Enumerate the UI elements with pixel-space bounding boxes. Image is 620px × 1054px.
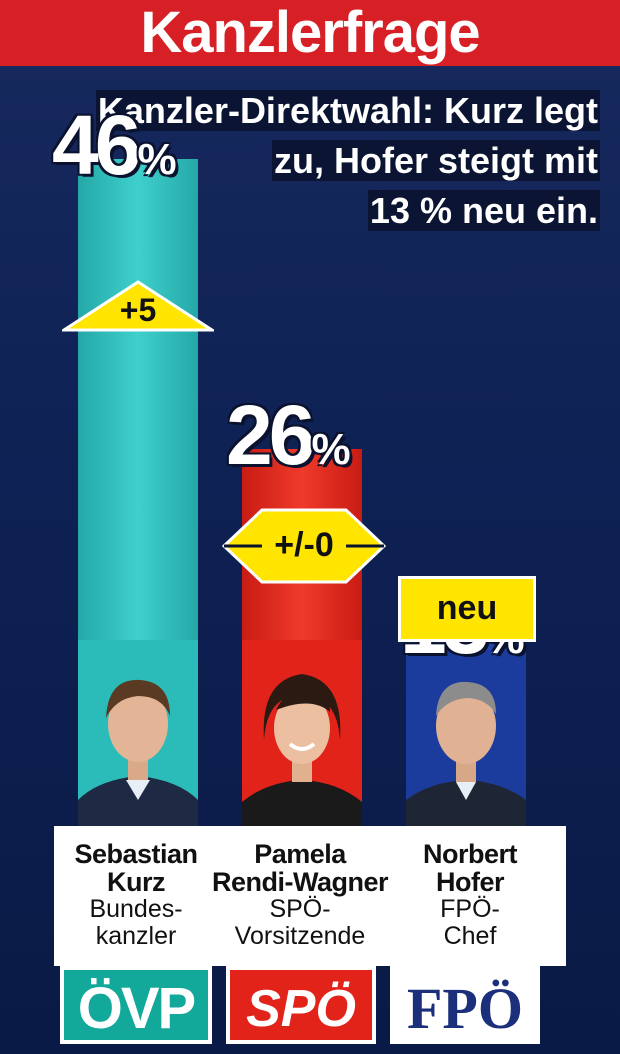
change-badge-kurz: +5 xyxy=(62,280,214,332)
role-line-1: Bundes- xyxy=(89,895,183,923)
role-line-2: Chef xyxy=(443,922,497,950)
chart-title: Kanzlerfrage xyxy=(0,0,620,66)
change-badge-hofer: neu xyxy=(398,576,536,642)
change-text: +5 xyxy=(119,292,157,328)
photo-rendi-wagner xyxy=(242,640,362,828)
role-line-1: FPÖ- xyxy=(440,895,500,923)
last-name: Hofer xyxy=(435,867,505,897)
percent-sign: % xyxy=(311,425,351,474)
percent-sign: % xyxy=(137,135,177,184)
value-label-kurz: 46% xyxy=(52,97,177,194)
name-hofer: Norbert Hofer FPÖ- Chef xyxy=(400,840,540,950)
role-line-2: kanzler xyxy=(95,922,177,950)
first-name: Sebastian xyxy=(74,839,198,869)
subtitle-line-2: zu, Hofer steigt mit xyxy=(271,140,600,181)
name-rendi-wagner: Pamela Rendi-Wagner SPÖ- Vorsitzende xyxy=(200,840,400,950)
value-number: 26 xyxy=(226,388,315,482)
last-name: Rendi-Wagner xyxy=(212,867,389,897)
names-panel: Sebastian Kurz Bundes- kanzler Pamela Re… xyxy=(54,826,566,966)
subtitle-line-3: 13 % neu ein. xyxy=(367,190,600,231)
value-number: 46 xyxy=(52,98,141,192)
photo-hofer xyxy=(406,650,526,828)
first-name: Norbert xyxy=(422,839,518,869)
chart-subtitle: Kanzler-Direktwahl: Kurz legt zu, Hofer … xyxy=(20,86,600,236)
logo-fpoe: FPÖ xyxy=(390,966,540,1044)
name-kurz: Sebastian Kurz Bundes- kanzler xyxy=(54,840,218,950)
first-name: Pamela xyxy=(254,839,346,869)
role-line-2: Vorsitzende xyxy=(234,922,366,950)
logo-spoe: SPÖ xyxy=(226,966,376,1044)
photo-kurz xyxy=(78,640,198,828)
value-label-rendi-wagner: 26% xyxy=(226,387,351,484)
change-text: +/-0 xyxy=(274,526,334,564)
subtitle-line-1: Kanzler-Direktwahl: Kurz legt xyxy=(95,90,600,131)
last-name: Kurz xyxy=(107,867,166,897)
logo-oevp: ÖVP xyxy=(60,966,212,1044)
role-line-1: SPÖ- xyxy=(269,895,331,923)
change-badge-rendi-wagner: +/-0 xyxy=(222,508,386,584)
